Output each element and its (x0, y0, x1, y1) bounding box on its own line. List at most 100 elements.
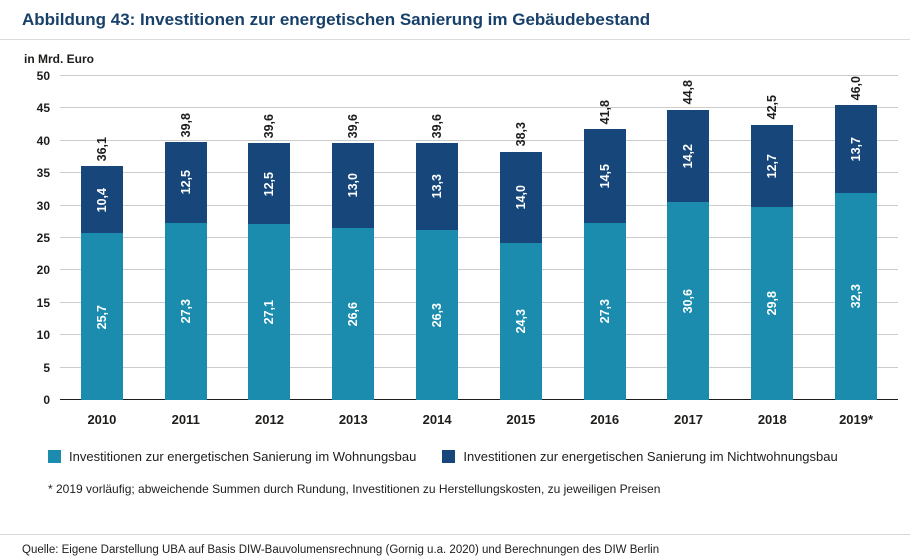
bar-segment: 30,6 (667, 201, 710, 400)
x-tick-label: 2015 (506, 412, 536, 427)
x-tick-label: 2019* (839, 412, 874, 427)
bar-segment: 27,1 (248, 224, 291, 400)
bar-total-label: 39,6 (262, 114, 277, 139)
legend-swatch-wohnungsbau (48, 450, 61, 463)
x-tick-label: 2017 (674, 412, 703, 427)
y-tick-label: 30 (36, 198, 50, 213)
bar-segment-label: 26,6 (346, 301, 361, 326)
bar-stack: 41,8 14,5 27,3 (583, 76, 626, 400)
x-axis-labels: 2010 2011 2012 2013 2014 2015 2016 2017 2018 2019… (60, 400, 898, 427)
bar-column: 39,8 12,5 27,3 (144, 76, 228, 400)
legend-item-nichtwohnungsbau: Investitionen zur energetischen Sanierun… (442, 449, 838, 464)
plot-row: 0 5 10 15 20 25 30 35 40 45 50 36,1 10,4 25,7 39,8 12,… (24, 70, 898, 406)
bar-total-label: 36,1 (94, 136, 109, 162)
bar-segment: 12,5 (164, 142, 207, 224)
legend-label-nichtwohnungsbau: Investitionen zur energetischen Sanierun… (463, 449, 838, 464)
bar-segment-label: 24,3 (513, 309, 528, 334)
bar-stack: 38,3 14,0 24,3 (499, 76, 542, 400)
bar-segment-label: 12,7 (765, 153, 780, 178)
y-tick-label: 40 (36, 133, 50, 148)
bar-segment: 14,0 (499, 151, 542, 243)
x-tick-label: 2012 (255, 412, 284, 427)
x-tick-label: 2018 (757, 412, 787, 427)
y-tick-label: 15 (36, 295, 50, 310)
bar-segment-label: 29,8 (765, 291, 780, 316)
bar-segment-label: 25,7 (94, 304, 109, 329)
legend-swatch-nichtwohnungsbau (442, 450, 456, 463)
bar-segment-label: 13,0 (346, 173, 361, 198)
y-tick-label: 5 (43, 360, 50, 375)
legend-label-wohnungsbau: Investitionen zur energetischen Sanierun… (69, 449, 417, 464)
y-axis: 0 5 10 15 20 25 30 35 40 45 50 (24, 70, 60, 406)
bar-stack: 36,1 10,4 25,7 (80, 76, 123, 400)
bar-column: 39,6 13,0 26,6 (311, 76, 395, 400)
bar-segment-label: 27,3 (597, 299, 612, 324)
title-divider (0, 39, 910, 40)
bar-column: 36,1 10,4 25,7 (60, 76, 144, 400)
bar-segment: 25,7 (80, 233, 123, 400)
x-tick-label: 2011 (171, 412, 200, 427)
y-tick-label: 0 (43, 393, 50, 407)
y-tick-label: 10 (36, 328, 50, 343)
bar-total-label: 44,8 (681, 80, 696, 105)
bar-segment-label: 14,5 (597, 163, 612, 189)
bar-total-label: 42,5 (765, 95, 780, 120)
legend-item-wohnungsbau: Investitionen zur energetischen Sanierun… (48, 449, 416, 464)
gridline (60, 107, 898, 109)
bar-segment-label: 13,7 (849, 137, 864, 162)
x-tick-label: 2013 (338, 412, 368, 427)
bar-segment-label: 14,2 (681, 143, 696, 168)
bar-stack: 44,8 14,2 30,6 (667, 76, 710, 400)
bar-segment-label: 27,3 (178, 299, 193, 324)
y-tick-label: 50 (36, 69, 50, 83)
gridline (60, 237, 898, 238)
x-tick-label: 2014 (422, 412, 452, 427)
bar-segment: 12,5 (248, 143, 291, 225)
bar-segment: 13,7 (835, 105, 878, 194)
gridlines-layer (60, 75, 898, 400)
bar-stack: 39,6 13,3 26,3 (416, 76, 459, 400)
y-axis-unit-label: in Mrd. Euro (24, 52, 94, 66)
bar-segment-label: 27,1 (262, 300, 277, 325)
bar-stack: 39,6 12,5 27,1 (248, 76, 291, 400)
bar-total-label: 39,8 (178, 112, 193, 138)
gridline (60, 139, 898, 141)
source-text: Quelle: Eigene Darstellung UBA auf Basis… (22, 544, 660, 556)
y-tick-label: 20 (36, 263, 50, 278)
bar-segment: 27,3 (164, 223, 207, 400)
bar-segment-label: 30,6 (681, 288, 696, 314)
y-tick-label: 45 (36, 101, 50, 116)
bar-total-label: 46,0 (849, 76, 864, 101)
bar-segment-label: 32,3 (849, 284, 864, 309)
gridline (60, 269, 898, 271)
bar-segment: 26,3 (416, 229, 459, 400)
bar-column: 42,5 12,7 29,8 (730, 76, 814, 400)
bar-total-label: 41,8 (597, 99, 612, 125)
bar-segment: 13,0 (332, 143, 375, 228)
bar-segment: 32,3 (835, 193, 878, 400)
bar-segment: 10,4 (80, 166, 123, 234)
bar-segment: 26,6 (332, 227, 375, 400)
bar-column: 39,6 13,3 26,3 (395, 76, 479, 400)
bar-stack: 42,5 12,7 29,8 (751, 76, 794, 400)
bar-column: 39,6 12,5 27,1 (228, 76, 312, 400)
gridline (60, 366, 898, 368)
figure-title: Abbildung 43: Investitionen zur energeti… (22, 10, 651, 29)
y-tick-label: 25 (36, 231, 50, 245)
bar-column: 46,0 13,7 32,3 (814, 76, 898, 400)
bar-segment-label: 12,5 (178, 170, 193, 195)
bar-segment-label: 14,0 (513, 185, 528, 210)
legend: Investitionen zur energetischen Sanierun… (48, 449, 898, 464)
bar-segment: 14,2 (667, 109, 710, 202)
source-bar: Quelle: Eigene Darstellung UBA auf Basis… (0, 534, 910, 556)
bar-segment: 13,3 (416, 143, 459, 230)
bar-segment-label: 13,3 (430, 174, 445, 199)
bar-segment: 29,8 (751, 206, 794, 400)
gridline (60, 172, 898, 174)
bar-segment: 27,3 (583, 223, 626, 400)
bar-segment: 14,5 (583, 129, 626, 224)
bar-segment-label: 12,5 (262, 171, 277, 197)
bar-total-label: 38,3 (513, 122, 528, 147)
bar-segment: 12,7 (751, 124, 794, 207)
gridline (60, 75, 898, 76)
